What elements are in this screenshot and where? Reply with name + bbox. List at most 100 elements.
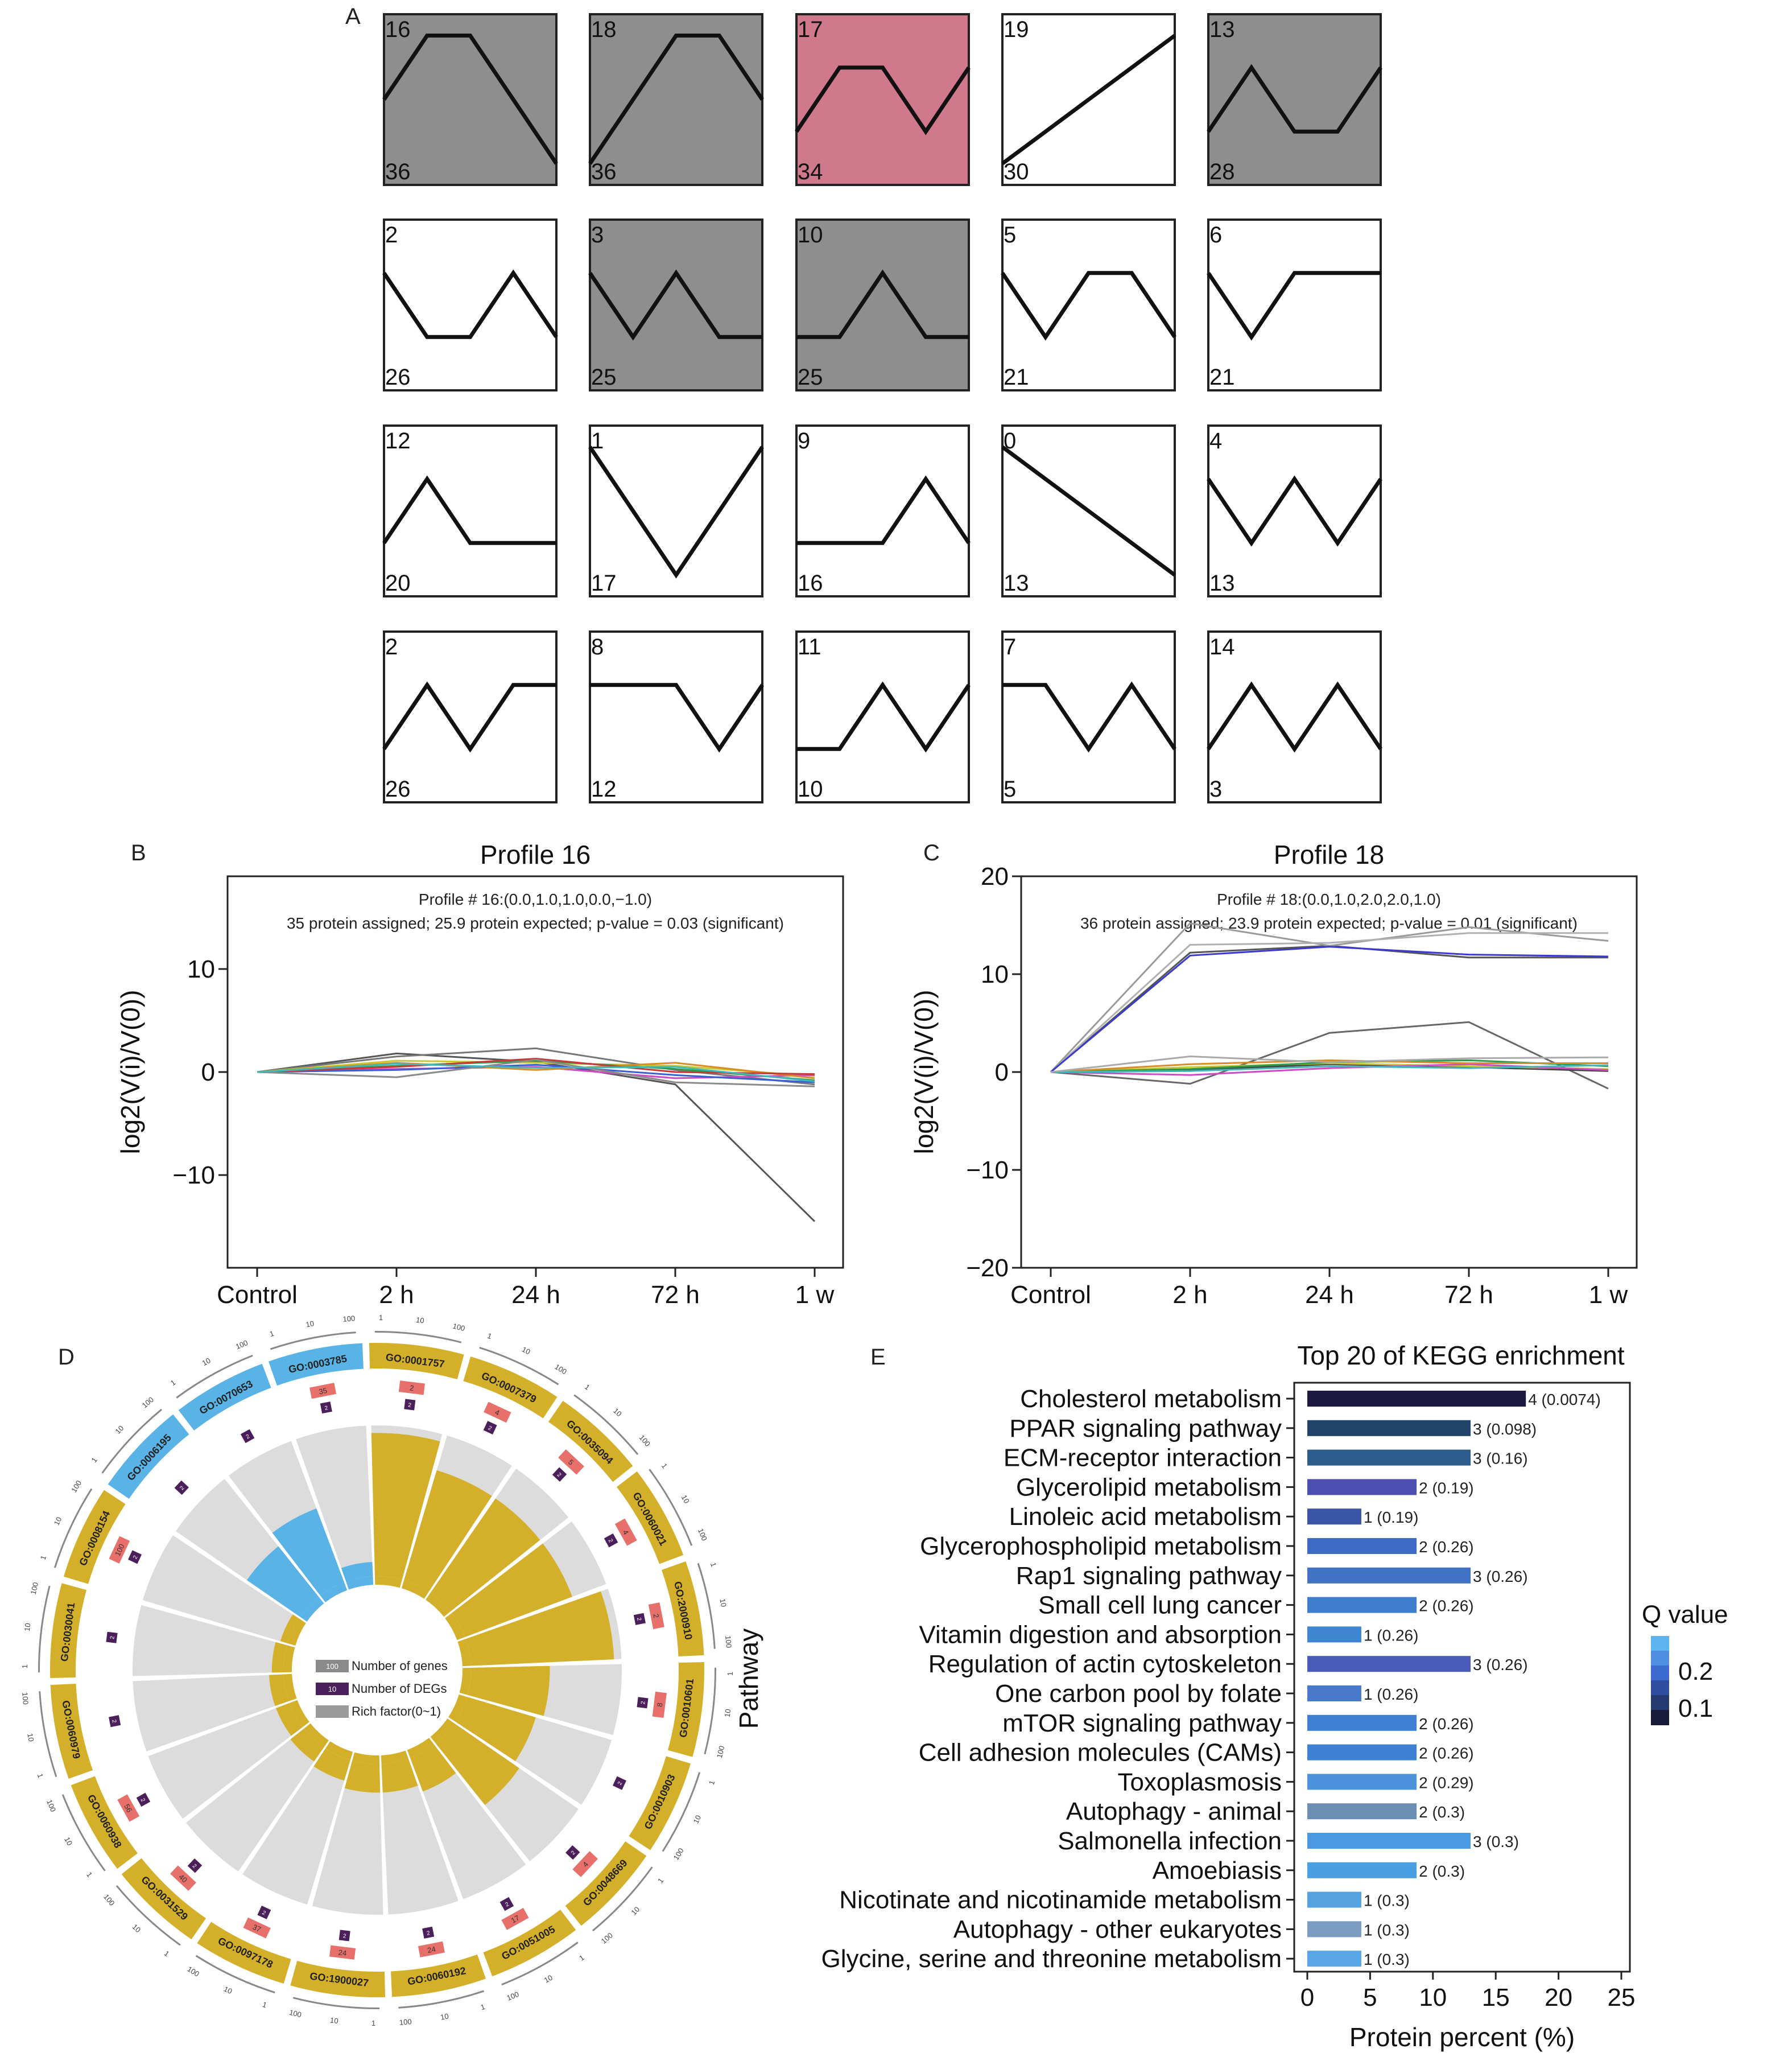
x-axis-label: Protein percent (%) <box>1349 2022 1575 2052</box>
go-deg-box <box>422 1926 435 1939</box>
profile-line <box>588 269 762 341</box>
kegg-bar <box>1307 1833 1471 1849</box>
chart-title: Top 20 of KEGG enrichment <box>1297 1341 1625 1370</box>
colorbar-tick: 0.2 <box>1678 1658 1713 1685</box>
go-ring-tick: 100 <box>186 1965 201 1978</box>
go-scale-line <box>697 1563 716 1649</box>
profile-box: 14 3 <box>1207 630 1382 803</box>
y-tick-label: −20 <box>966 1254 1009 1282</box>
go-rich-factor-bar <box>465 1591 614 1666</box>
profile-count: 34 <box>798 159 823 184</box>
go-scale-line <box>176 1354 253 1399</box>
go-ring-tick: 1 <box>169 1378 177 1387</box>
go-ring-tick: 10 <box>415 1316 424 1325</box>
go-rich-factor-bar <box>452 1543 572 1637</box>
x-tick-label: 2 h <box>379 1281 414 1309</box>
go-inner-ring <box>300 1597 324 1622</box>
go-label-band <box>269 1343 364 1386</box>
profile-count: 10 <box>798 777 823 802</box>
go-deg-count: 2 <box>556 1471 563 1478</box>
go-deg-box <box>404 1399 416 1411</box>
go-deg-box <box>499 1897 514 1911</box>
profile-box-frame <box>1207 630 1382 803</box>
kegg-bar-label: 2 (0.26) <box>1419 1538 1474 1556</box>
profile-count: 25 <box>798 365 823 390</box>
panel-b-profile-16-chart: Profile 16 Profile # 16:(0.0,1.0,1.0,0.0,… <box>115 840 844 1309</box>
go-background-wedge <box>148 1703 303 1819</box>
go-ring-tick: 1 <box>371 2019 375 2027</box>
go-scale-line <box>270 1332 356 1350</box>
go-rich-factor-bar <box>280 1614 299 1643</box>
go-scale-line <box>398 1990 485 2009</box>
go-deg-box <box>637 1697 649 1709</box>
profile-id: 2 <box>385 222 398 248</box>
profile-count: 13 <box>1209 571 1235 596</box>
profile-line <box>588 446 764 579</box>
profile-box: 0 13 <box>1001 424 1176 597</box>
kegg-bar-label: 2 (0.26) <box>1419 1745 1474 1762</box>
go-deg-box <box>338 1930 350 1941</box>
go-ring-tick: 10 <box>63 1836 74 1847</box>
go-rich-factor-bar <box>290 1728 324 1762</box>
go-label-band <box>290 1960 386 1997</box>
go-scale-line <box>649 1469 693 1546</box>
go-deg-count: 2 <box>426 1930 431 1937</box>
series-line <box>1050 1059 1608 1073</box>
go-gene-bar <box>572 1851 598 1877</box>
panel-label: C <box>923 840 940 865</box>
go-scale-line <box>101 1408 163 1474</box>
go-background-wedge <box>381 1758 459 1915</box>
go-deg-box <box>174 1480 189 1495</box>
go-ring-tick: 10 <box>612 1407 624 1419</box>
go-label-band <box>667 1662 704 1757</box>
go-ring-tick: 100 <box>672 1846 686 1861</box>
series-line <box>257 1057 815 1075</box>
profile-line <box>382 681 556 753</box>
x-tick-label: 25 <box>1608 1984 1636 2011</box>
profile-count: 21 <box>1004 365 1029 390</box>
profile-box: 12 20 <box>382 424 558 597</box>
go-rich-factor-bar <box>371 1433 440 1580</box>
go-ring-tick: 100 <box>506 1990 521 2002</box>
go-ring-tick: 1 <box>480 2002 486 2011</box>
x-tick-label: 15 <box>1482 1984 1510 2011</box>
go-ring-tick: 100 <box>69 1479 83 1494</box>
pathway-label: mTOR signaling pathway <box>1002 1709 1282 1737</box>
profile-id: 4 <box>1209 428 1222 454</box>
pathway-label: One carbon pool by folate <box>995 1680 1282 1708</box>
go-gene-bar <box>418 1941 445 1957</box>
kegg-bar-label: 1 (0.26) <box>1364 1685 1419 1703</box>
go-ring-tick: 1 <box>660 1462 669 1470</box>
profile-box-frame <box>383 219 558 391</box>
go-gene-count: 37 <box>251 1923 262 1934</box>
y-axis-label: log2(V(i)/V(0)) <box>115 990 145 1155</box>
panel-c-profile-18-chart: Profile 18 Profile # 18:(0.0,1.0,2.0,2.0,… <box>909 840 1638 1309</box>
go-deg-count: 2 <box>487 1425 493 1432</box>
go-scale-line <box>374 1330 462 1343</box>
profile-id: 14 <box>1209 634 1235 659</box>
go-ring-tick: 100 <box>234 1338 249 1351</box>
go-scale-line <box>61 1794 106 1872</box>
series-line <box>1050 1064 1609 1073</box>
pathway-label: ECM-receptor interaction <box>1004 1444 1282 1472</box>
pathway-label: Salmonella infection <box>1058 1827 1282 1855</box>
go-ring-tick: 10 <box>23 1622 32 1631</box>
go-inner-ring <box>445 1613 465 1640</box>
kegg-bar <box>1307 1538 1417 1554</box>
go-ring-tick: 10 <box>130 1922 142 1934</box>
go-scale-line <box>501 1941 579 1986</box>
go-gene-bar <box>501 1907 529 1930</box>
profile-line <box>1002 681 1176 753</box>
go-scale-line <box>39 1691 57 1778</box>
go-deg-box <box>613 1776 626 1790</box>
go-ring-tick: 100 <box>288 2008 303 2019</box>
series-line <box>1050 932 1608 1073</box>
go-gene-count: 8 <box>655 1702 664 1707</box>
go-deg-count: 2 <box>191 1863 198 1870</box>
